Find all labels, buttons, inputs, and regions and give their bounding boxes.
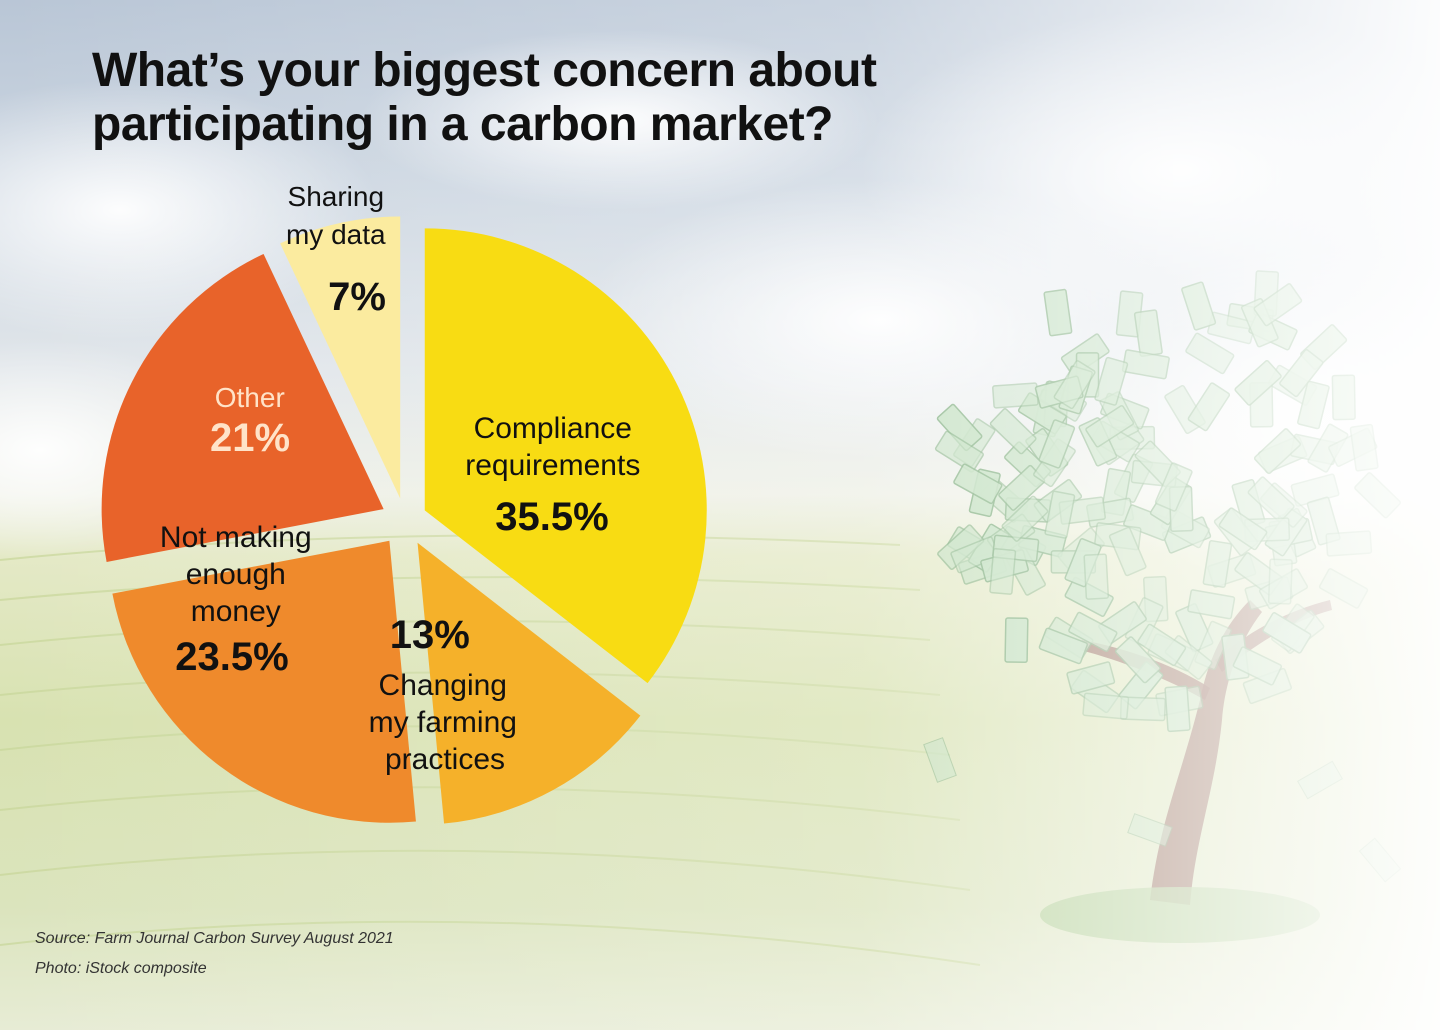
pie-slice-sharing [280,216,401,499]
label-money-line3: money [191,595,281,628]
pie-slice-money [112,540,416,823]
label-compliance: Compliance requirements 35.5% [465,412,645,539]
pie-slice-changing [417,542,641,824]
pie-slice-compliance [424,228,707,684]
label-money-line2: enough [186,558,286,591]
label-sharing-line2: my data [286,219,386,250]
chart-title: What’s your biggest concern about partic… [92,44,877,151]
pie-labels: Compliance requirements 35.5% 13% Changi… [160,181,645,776]
label-money-value: 23.5% [175,635,288,679]
source-note: Source: Farm Journal Carbon Survey Augus… [35,930,394,947]
label-money-line1: Not making [160,521,312,554]
label-compliance-value: 35.5% [495,495,608,539]
label-sharing: Sharing my data 7% [286,181,390,319]
pie-slices [101,216,707,824]
label-other-value: 21% [210,416,290,460]
label-changing-line3: practices [385,743,505,776]
label-other: Other 21% [210,382,290,460]
label-sharing-line1: Sharing [288,181,385,212]
label-changing-line2: my farming [369,706,517,739]
photo-credit: Photo: iStock composite [35,960,207,977]
label-sharing-value: 7% [328,275,386,319]
pie-slice-other [101,253,384,562]
label-changing-line1: Changing [379,669,507,702]
label-compliance-line2: requirements [465,449,640,482]
label-other-line1: Other [215,382,285,413]
label-money: Not making enough money 23.5% [160,521,316,679]
label-changing: 13% Changing my farming practices [369,613,522,776]
label-changing-value: 13% [390,613,470,657]
label-compliance-line1: Compliance [474,412,632,445]
